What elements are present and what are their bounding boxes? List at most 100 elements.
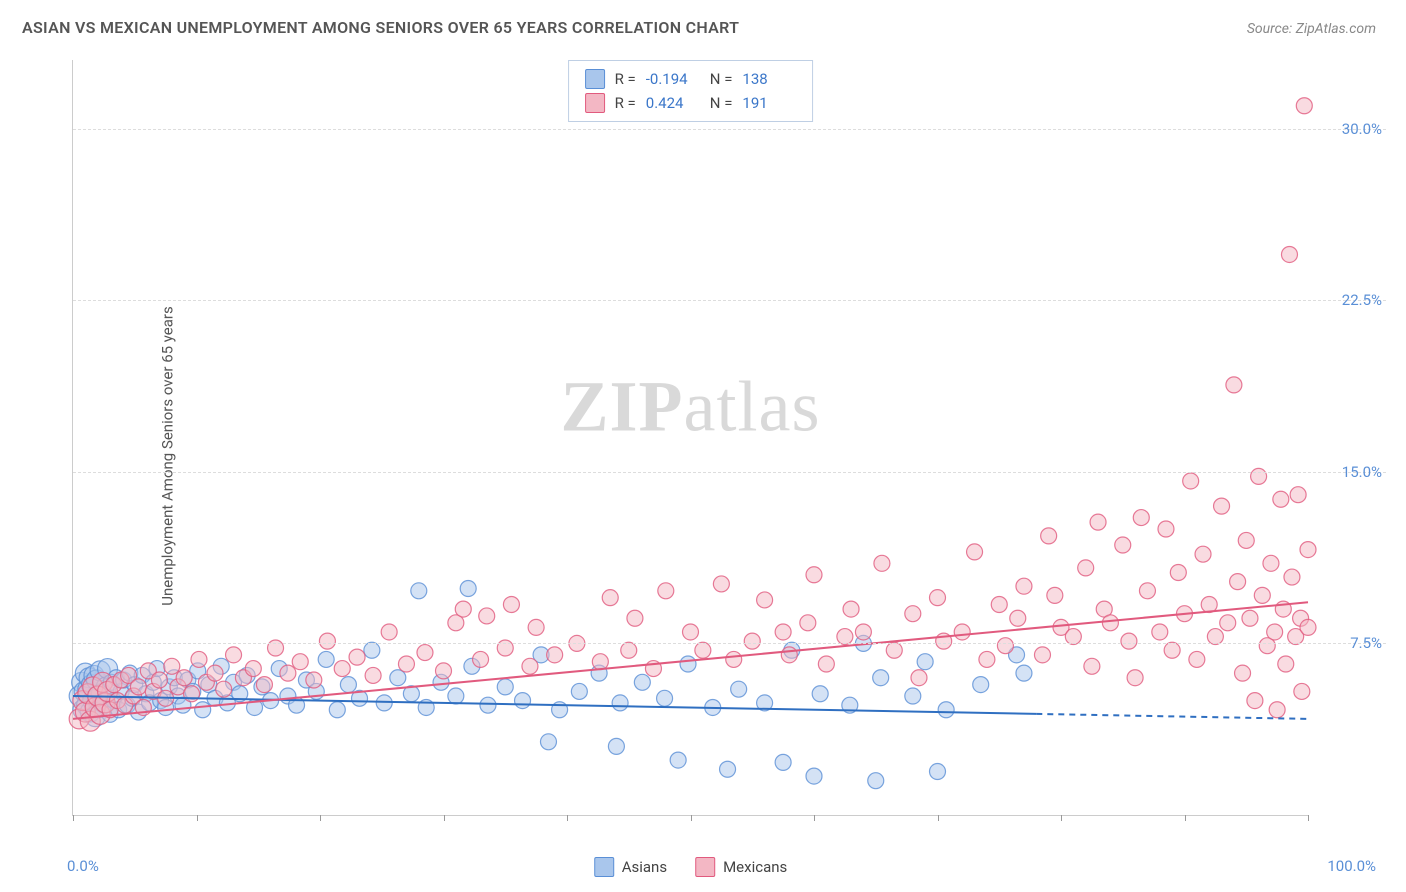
x-axis-max-label: 100.0% [1327,857,1376,875]
scatter-point [1041,528,1057,544]
scatter-point [1078,560,1094,576]
scatter-point [1254,587,1270,603]
swatch-asians [594,857,614,877]
scatter-point [306,672,322,688]
legend-item-asians: Asians [594,857,667,877]
scatter-point [1207,629,1223,645]
swatch-asians [585,69,605,89]
scatter-point [683,624,699,640]
scatter-point [658,583,674,599]
grid-line [73,643,1386,644]
scatter-point [843,601,859,617]
scatter-point [973,677,989,693]
scatter-point [1296,98,1312,114]
scatter-point [1242,610,1258,626]
scatter-point [515,693,531,709]
scatter-point [911,670,927,686]
scatter-point [417,645,433,661]
scatter-point [680,656,696,672]
scatter-point [329,702,345,718]
x-tick [197,815,198,821]
scatter-point [1235,665,1251,681]
scatter-point [592,654,608,670]
scatter-point [621,642,637,658]
scatter-point [954,624,970,640]
scatter-point [979,651,995,667]
scatter-point [460,581,476,597]
scatter-point [886,642,902,658]
scatter-point [781,647,797,663]
scatter-point [1102,615,1118,631]
x-tick [1308,815,1309,821]
scatter-point [713,576,729,592]
scatter-point [818,656,834,672]
scatter-point [812,686,828,702]
scatter-point [1164,642,1180,658]
scatter-point [1300,542,1316,558]
stats-legend-box: R = -0.194 N = 138 R = 0.424 N = 191 [568,60,814,122]
scatter-point [1047,587,1063,603]
scatter-point [1300,619,1316,635]
scatter-point [938,702,954,718]
scatter-point [917,654,933,670]
scatter-point [216,681,232,697]
scatter-point [1016,578,1032,594]
scatter-point [184,686,200,702]
scatter-point [1016,665,1032,681]
grid-line [73,129,1386,130]
x-tick [691,815,692,821]
chart-title: ASIAN VS MEXICAN UNEMPLOYMENT AMONG SENI… [22,18,739,37]
stats-row-mexicans: R = 0.424 N = 191 [585,91,797,115]
scatter-point [1121,633,1137,649]
scatter-point [837,629,853,645]
scatter-point [1284,569,1300,585]
scatter-point [1267,624,1283,640]
scatter-point [1195,546,1211,562]
scatter-point [455,601,471,617]
scatter-point [1281,246,1297,262]
scatter-point [503,597,519,613]
scatter-point [1294,683,1310,699]
x-axis-min-label: 0.0% [67,857,99,875]
scatter-point [130,679,146,695]
legend-bottom: Asians Mexicans [594,857,788,877]
scatter-point [1065,629,1081,645]
scatter-point [873,670,889,686]
plot-area: ZIPatlas R = -0.194 N = 138 R = 0.424 N … [72,60,1308,816]
y-tick-label: 30.0% [1342,120,1382,138]
scatter-point [744,633,760,649]
chart-area: Unemployment Among Seniors over 65 years… [50,60,1386,852]
grid-line [73,472,1386,473]
scatter-point [540,734,556,750]
scatter-point [1158,521,1174,537]
scatter-point [874,555,890,571]
y-tick-label: 22.5% [1342,291,1382,309]
scatter-point [1183,473,1199,489]
scatter-point [411,583,427,599]
scatter-point [1230,574,1246,590]
swatch-mexicans [695,857,715,877]
scatter-point [528,619,544,635]
scatter-point [571,683,587,699]
scatter-point [1170,564,1186,580]
scatter-point [151,672,167,688]
scatter-point [268,640,284,656]
scatter-point [800,615,816,631]
scatter-point [1152,624,1168,640]
scatter-point [1084,658,1100,674]
scatter-point [731,681,747,697]
scatter-point [930,764,946,780]
x-tick [814,815,815,821]
scatter-point [318,651,334,667]
scatter-point [191,651,207,667]
scatter-point [726,651,742,667]
scatter-point [319,633,335,649]
x-tick [567,815,568,821]
scatter-point [775,624,791,640]
scatter-point [1273,491,1289,507]
scatter-point [1290,487,1306,503]
legend-item-mexicans: Mexicans [695,857,787,877]
scatter-point [1263,555,1279,571]
scatter-point [1133,510,1149,526]
scatter-point [365,667,381,683]
